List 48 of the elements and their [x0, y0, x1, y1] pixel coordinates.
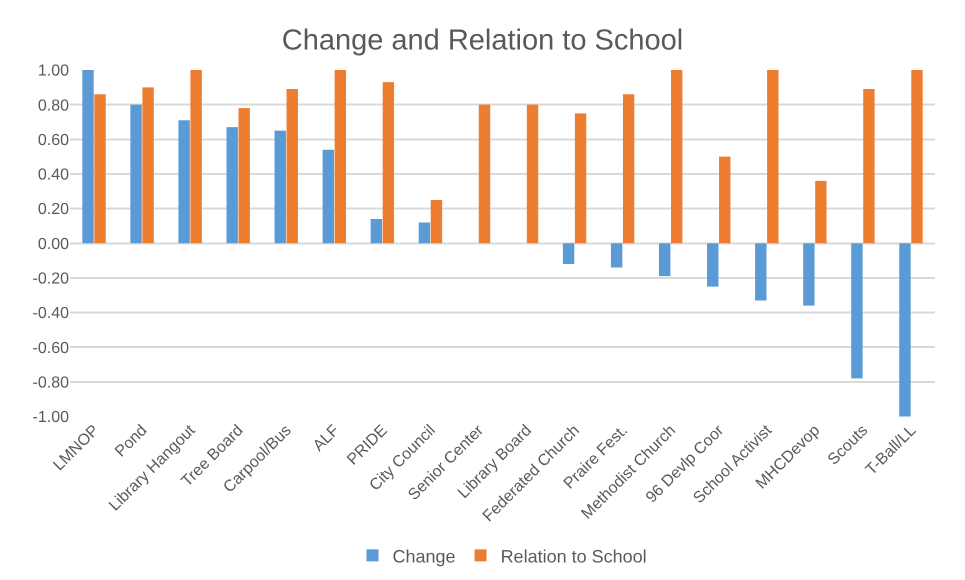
bar: [658, 243, 670, 276]
bar: [382, 82, 394, 244]
bar: [755, 243, 767, 300]
bar: [562, 243, 574, 264]
bar: [334, 70, 346, 244]
legend-label: Relation to School: [500, 546, 647, 566]
bar: [190, 70, 202, 244]
bar: [274, 130, 286, 244]
bar: [815, 180, 827, 244]
bar: [610, 243, 622, 268]
bar: [130, 104, 142, 244]
bar: [478, 104, 490, 244]
y-tick-label: -0.20: [32, 270, 70, 288]
bar: [574, 113, 586, 244]
bar: [622, 94, 634, 244]
bar: [82, 70, 94, 244]
bar: [322, 150, 334, 244]
bar: [226, 127, 238, 244]
y-tick-label: 0.80: [38, 97, 70, 114]
bar: [142, 87, 154, 244]
y-tick-label: -1.00: [32, 409, 70, 426]
bar: [430, 200, 442, 244]
y-tick-label: 0.40: [38, 166, 70, 184]
bar: [526, 104, 538, 244]
y-tick-label: -0.60: [32, 340, 70, 357]
bar: [767, 70, 779, 244]
bar: [670, 70, 682, 244]
bar: [719, 156, 730, 244]
bar: [863, 89, 875, 244]
bar: [899, 243, 911, 417]
y-tick-label: -0.40: [32, 305, 70, 322]
legend-label: Change: [392, 546, 456, 566]
bar: [94, 94, 106, 244]
y-tick-label: -0.80: [32, 374, 70, 392]
bar: [707, 243, 718, 287]
y-tick-label: 0.00: [38, 236, 70, 253]
bar: [238, 108, 250, 244]
bar: [418, 222, 430, 244]
y-tick-label: 1.00: [38, 62, 70, 80]
bar: [911, 70, 923, 244]
bar: [803, 243, 815, 306]
bar: [370, 219, 382, 244]
bar: [851, 243, 863, 378]
bar: [178, 120, 190, 244]
bar: [286, 89, 298, 244]
chart-title: Change and Relation to School: [282, 24, 684, 56]
y-tick-label: 0.20: [38, 201, 70, 218]
y-tick-label: 0.60: [38, 132, 70, 149]
